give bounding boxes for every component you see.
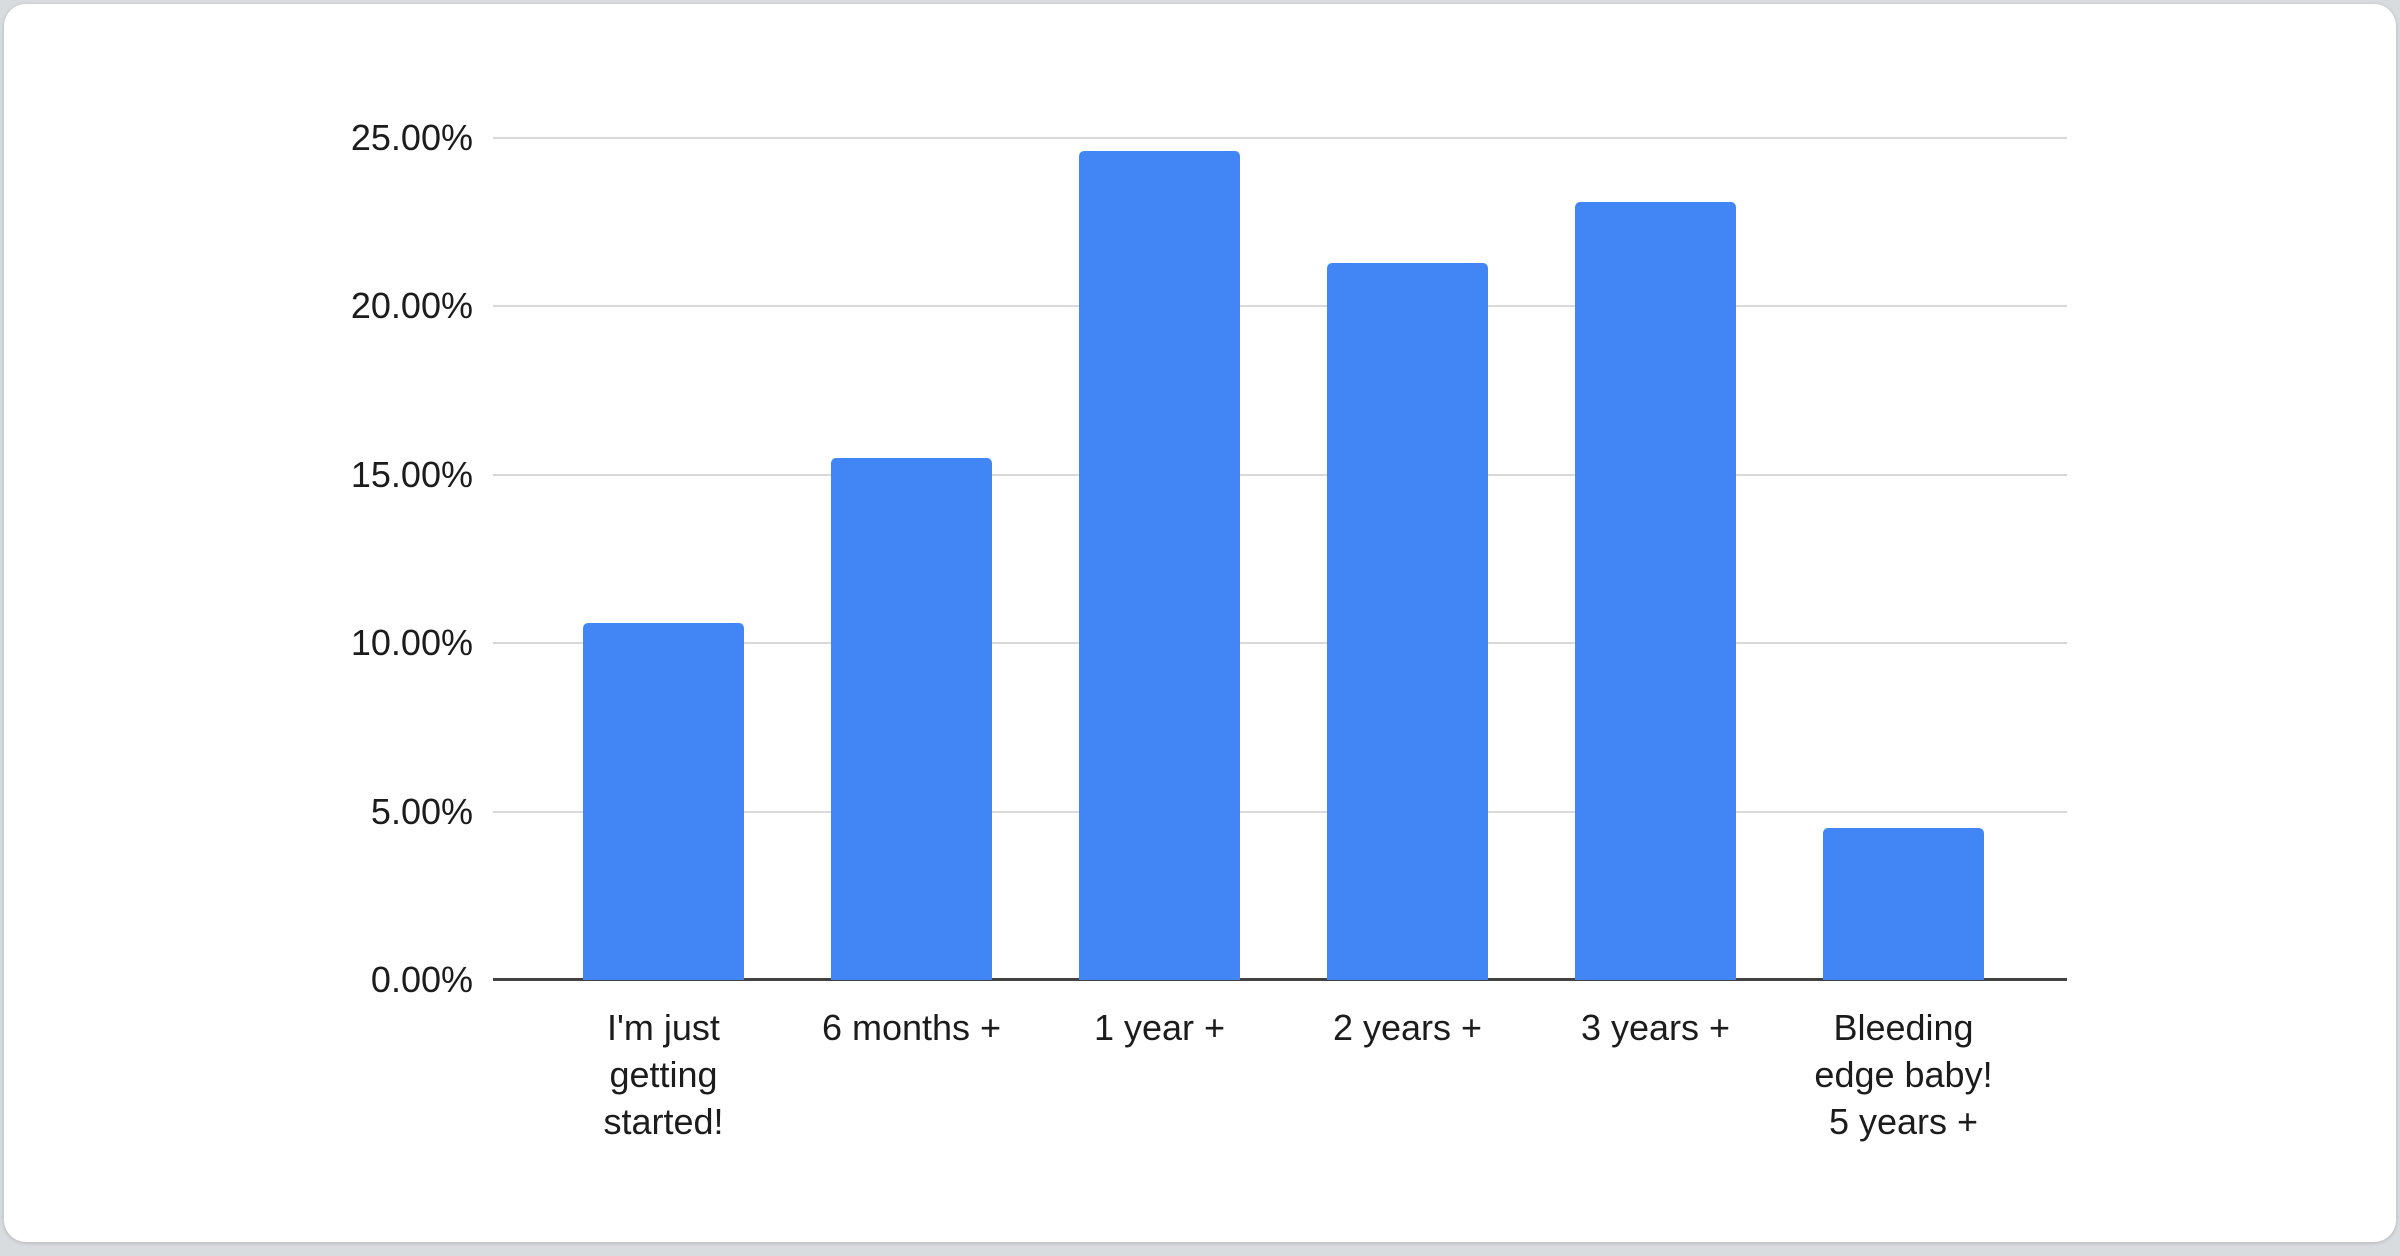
x-axis-category-label: 6 months + [792, 1004, 1032, 1051]
x-axis-category-label-line: started! [603, 1101, 724, 1142]
x-axis-category-label: 2 years + [1288, 1004, 1528, 1051]
bar-chart: 0.00% 5.00% 10.00% 15.00% 20.00% 25.00% I'm ju… [4, 4, 2396, 1242]
y-axis-tick-label: 5.00% [370, 790, 473, 832]
x-axis-category-label: 1 year + [1040, 1004, 1280, 1051]
x-axis-category-label-line: edge baby! [1814, 1054, 1993, 1095]
gridline-20.00% [493, 305, 2067, 308]
x-axis-category-label: I'm just getting started! [544, 1004, 784, 1145]
x-axis-category-label-line: Bleeding [1833, 1007, 1974, 1048]
bar-3-years[interactable] [1575, 202, 1736, 980]
y-axis-tick-label: 15.00% [350, 453, 473, 495]
gridline-15.00% [493, 473, 2067, 476]
gridline-5.00% [493, 810, 2067, 813]
bar-1-year[interactable] [1079, 151, 1240, 980]
bar-i-m-just-getting-started[interactable] [583, 623, 744, 980]
y-axis-tick-label: 0.00% [370, 959, 473, 1000]
x-axis-category-label: Bleeding edge baby! 5 years + [1784, 1004, 2024, 1145]
x-axis-category-label-line: 5 years + [1828, 1101, 1979, 1142]
gridline-10.00% [493, 642, 2067, 645]
gridline-25.00% [493, 137, 2067, 139]
y-axis-tick-label: 25.00% [350, 117, 473, 158]
chart-card: 0.00% 5.00% 10.00% 15.00% 20.00% 25.00% I'm ju… [4, 4, 2396, 1242]
x-axis-category-label-line: 6 months + [821, 1007, 1002, 1048]
x-axis-category-label-line: 2 years + [1332, 1007, 1483, 1048]
x-axis-category-label: 3 years + [1536, 1004, 1776, 1051]
y-axis-tick-label: 10.00% [350, 622, 473, 664]
bar-bleeding-edge-baby-5-years[interactable] [1823, 828, 1984, 980]
bar-6-months[interactable] [831, 458, 992, 980]
x-axis-category-label-line: getting [609, 1054, 718, 1095]
bar-2-years[interactable] [1327, 263, 1488, 980]
x-axis-category-label-line: 1 year + [1093, 1007, 1226, 1048]
x-axis-baseline [493, 978, 2067, 981]
x-axis-category-label-line: 3 years + [1580, 1007, 1731, 1048]
y-axis-tick-label: 20.00% [350, 285, 473, 327]
x-axis-category-label-line: I'm just [607, 1007, 720, 1048]
